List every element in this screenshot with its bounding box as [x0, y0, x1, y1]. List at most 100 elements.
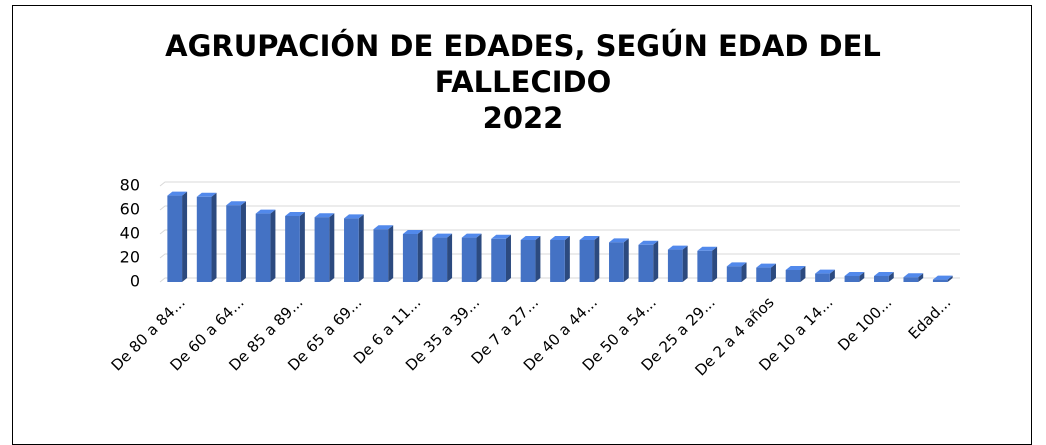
- bar-top: [638, 240, 659, 245]
- grid-line: [159, 229, 960, 235]
- bar-side: [594, 236, 600, 282]
- bar-side: [388, 225, 394, 282]
- bar-front: [874, 276, 889, 282]
- bar-top: [903, 273, 924, 278]
- bar-side: [447, 233, 453, 282]
- bar-front: [196, 196, 212, 282]
- bar-side: [770, 263, 776, 282]
- bar-top: [491, 234, 511, 239]
- chart-title: AGRUPACIÓN DE EDADES, SEGÚN EDAD DEL FAL…: [165, 29, 881, 99]
- y-tick-label: 20: [120, 248, 140, 267]
- bar-front: [609, 242, 624, 282]
- bar: [609, 238, 629, 282]
- bar: [432, 233, 453, 282]
- bar-front: [726, 266, 742, 282]
- y-tick-label: 80: [120, 176, 140, 195]
- bar-side: [240, 201, 246, 282]
- grid-line: [159, 181, 960, 187]
- bar-side: [270, 209, 276, 282]
- bar-top: [196, 192, 217, 197]
- bar: [402, 230, 423, 282]
- bar-top: [520, 236, 541, 240]
- bar-side: [741, 262, 747, 282]
- bar-front: [815, 273, 830, 282]
- page: AGRUPACIÓN DE EDADES, SEGÚN EDAD DEL FAL…: [12, 5, 1032, 445]
- bar-side: [299, 212, 305, 282]
- bar-front: [491, 238, 506, 282]
- bar-front: [432, 237, 448, 282]
- bar: [285, 212, 305, 282]
- bar-front: [520, 240, 536, 282]
- bar-front: [226, 205, 241, 282]
- bar-top: [932, 275, 953, 280]
- bar-side: [712, 246, 718, 282]
- bar-side: [888, 272, 894, 282]
- bar-side: [623, 238, 629, 282]
- bar: [461, 233, 482, 282]
- bar: [579, 236, 600, 282]
- bar: [932, 275, 953, 282]
- bar: [373, 225, 394, 282]
- bar-front: [344, 218, 359, 282]
- y-tick-label: 60: [120, 200, 140, 219]
- bar-top: [314, 213, 335, 218]
- bar-side: [417, 230, 423, 282]
- x-tick-label: De 100...: [834, 293, 895, 354]
- bar: [815, 269, 835, 282]
- bar-front: [402, 234, 418, 282]
- chart-subtitle: 2022: [482, 101, 564, 135]
- bar: [255, 209, 276, 282]
- bar-top: [815, 269, 835, 274]
- y-tick-label: 40: [120, 224, 140, 243]
- bar-top: [785, 266, 806, 270]
- bar-top: [255, 209, 276, 214]
- y-tick-label: 0: [130, 272, 140, 291]
- bar-side: [829, 269, 835, 282]
- bar-top: [756, 263, 776, 268]
- bar-top: [285, 212, 305, 216]
- bar-front: [932, 279, 948, 282]
- bar-top: [402, 230, 423, 234]
- bar-front: [373, 229, 389, 282]
- bar-side: [505, 234, 511, 282]
- bar-side: [182, 191, 188, 282]
- bar-top: [609, 238, 629, 243]
- bar-top: [226, 201, 246, 206]
- bar-top: [461, 233, 482, 238]
- bar: [196, 192, 217, 282]
- bar-side: [358, 214, 364, 282]
- bar: [903, 273, 924, 282]
- bar-front: [667, 249, 683, 282]
- bar-top: [697, 246, 718, 251]
- bar-front: [255, 213, 271, 282]
- bar-side: [564, 236, 570, 282]
- bar-top: [167, 191, 188, 196]
- bar-front: [903, 277, 919, 282]
- bar: [344, 214, 364, 282]
- bar-top: [726, 262, 747, 267]
- bar-front: [579, 240, 595, 282]
- bar-side: [211, 192, 217, 282]
- bar: [314, 213, 335, 282]
- bar-side: [682, 245, 688, 282]
- bar: [697, 246, 718, 282]
- grid-line: [159, 205, 960, 211]
- bar-top: [579, 236, 600, 240]
- bar: [520, 236, 541, 282]
- bar-side: [947, 275, 953, 282]
- grid-line: [159, 253, 960, 259]
- bar: [667, 245, 688, 282]
- bar-side: [329, 213, 335, 282]
- bar-front: [785, 270, 801, 282]
- bar: [226, 201, 246, 282]
- bar-front: [285, 216, 300, 282]
- bar-side: [476, 233, 482, 282]
- bar: [874, 272, 894, 282]
- bar-front: [461, 237, 477, 282]
- bar-side: [653, 240, 659, 282]
- bar: [756, 263, 776, 282]
- grid-line: [159, 277, 960, 283]
- bar: [785, 266, 806, 282]
- bar: [167, 191, 188, 282]
